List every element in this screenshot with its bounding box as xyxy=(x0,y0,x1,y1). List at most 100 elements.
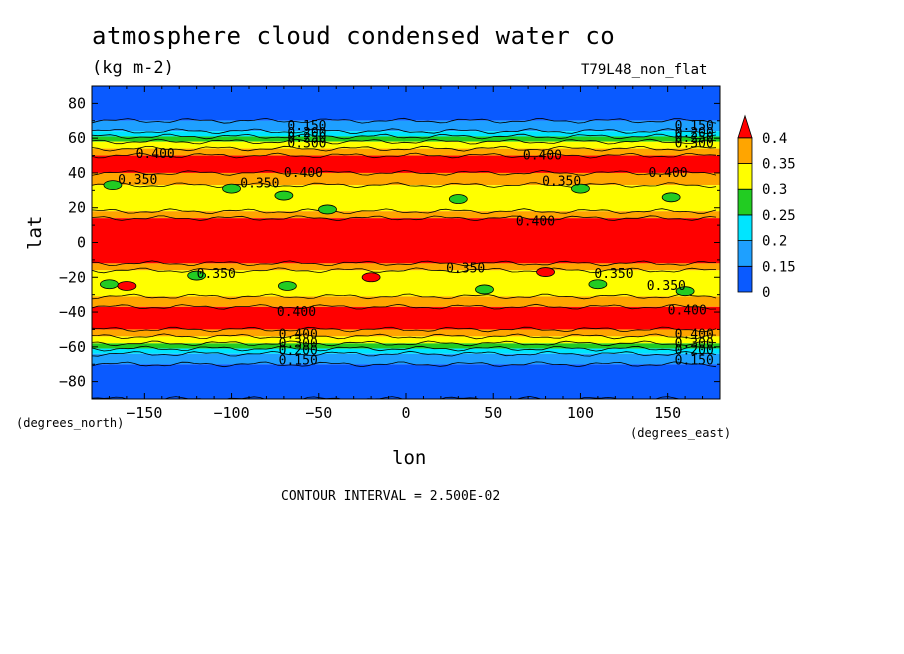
colorbar: 0 0.15 0.2 0.25 0.3 0.35 0.4 xyxy=(737,114,796,301)
contour-label-18: 0.350 xyxy=(594,267,633,282)
contour-blob-15 xyxy=(536,267,555,277)
contour-line-15 xyxy=(92,333,717,340)
colorbar-swatch-3 xyxy=(737,188,753,216)
contour-label-2: 0.250 xyxy=(287,131,326,146)
lat-band-3 xyxy=(92,136,720,142)
contour-line-6 xyxy=(92,170,717,176)
x-units-label: (degrees_east) xyxy=(630,426,732,440)
lat-band-4 xyxy=(92,141,720,149)
contour-blob-7 xyxy=(100,279,119,290)
lat-band-14 xyxy=(92,306,720,330)
x-tick-label-150: 150 xyxy=(654,404,681,422)
filled-contours xyxy=(92,86,720,399)
contour-label-5: 0.150 xyxy=(675,119,714,134)
contour-blob-0 xyxy=(103,180,123,191)
x-tick-label-0: 0 xyxy=(401,404,410,422)
contour-label-7: 0.250 xyxy=(675,131,714,146)
colorbar-label-2: 0.2 xyxy=(762,234,787,250)
contour-label-4: 0.400 xyxy=(136,147,175,162)
y-tick-label-40: 40 xyxy=(68,164,86,182)
colorbar-swatch-2 xyxy=(737,214,753,241)
y-tick-label-80: 80 xyxy=(68,94,86,112)
contour-blob-1 xyxy=(222,183,241,194)
contour-label-0: 0.150 xyxy=(287,119,326,134)
contour-label-25: 0.150 xyxy=(279,354,318,369)
contour-label-13: 0.400 xyxy=(648,166,687,181)
x-tick-label--150: −150 xyxy=(126,404,162,422)
contour-blob-2 xyxy=(274,190,294,201)
colorbar-label-6: 0.4 xyxy=(762,131,787,147)
lat-band-10 xyxy=(92,218,720,264)
colorbar-swatch-4 xyxy=(737,163,753,190)
contour-blob-13 xyxy=(117,281,137,291)
contour-line-10 xyxy=(92,260,716,267)
contour-labels: 0.1500.2000.2500.3000.4000.1500.2000.250… xyxy=(118,119,714,369)
contour-label-27: 0.300 xyxy=(675,336,714,351)
contour-label-22: 0.400 xyxy=(279,328,318,343)
contour-label-3: 0.300 xyxy=(287,136,326,151)
contour-label-10: 0.400 xyxy=(284,166,323,181)
lat-band-11 xyxy=(92,263,720,271)
lat-band-16 xyxy=(92,336,720,344)
lat-band-6 xyxy=(92,155,720,173)
contour-label-28: 0.200 xyxy=(675,343,714,358)
contour-line-4 xyxy=(92,145,717,152)
lat-band-18 xyxy=(92,348,720,354)
contour-line-0 xyxy=(92,117,717,124)
contour-line-13 xyxy=(92,303,717,310)
x-axis-label: lon xyxy=(392,447,427,469)
colorbar-label-3: 0.25 xyxy=(762,208,796,224)
colorbar-swatch-1 xyxy=(737,240,753,267)
contour-line-2 xyxy=(92,133,717,140)
contour-blob-8 xyxy=(187,270,207,281)
contour-label-24: 0.200 xyxy=(279,343,318,358)
x-tick-label-100: 100 xyxy=(567,404,594,422)
y-tick-label-20: 20 xyxy=(68,199,86,217)
chart-units: (kg m-2) xyxy=(92,58,174,78)
contour-interval: CONTOUR INTERVAL = 2.500E-02 xyxy=(281,489,501,504)
colorbar-label-1: 0.15 xyxy=(762,259,796,275)
y-tick-label--60: −60 xyxy=(59,338,86,356)
lat-band-9 xyxy=(92,211,720,219)
y-tick-label-0: 0 xyxy=(77,234,86,252)
contour-line-5 xyxy=(92,152,717,159)
contour-label-14: 0.350 xyxy=(542,175,581,190)
y-tick-label--20: −20 xyxy=(59,268,86,286)
contour-line-8 xyxy=(92,208,717,214)
lat-band-7 xyxy=(92,172,720,186)
y-tick-label--40: −40 xyxy=(59,303,86,321)
x-tick-label--50: −50 xyxy=(305,404,332,422)
contour-line-7 xyxy=(92,182,717,189)
colorbar-label-5: 0.35 xyxy=(762,157,796,173)
contour-line-14 xyxy=(92,326,717,333)
lat-band-8 xyxy=(92,185,720,212)
contour-line-11 xyxy=(92,267,717,274)
colorbar-label-0: 0 xyxy=(762,285,770,301)
contour-label-9: 0.400 xyxy=(523,149,562,164)
lat-band-15 xyxy=(92,329,720,337)
contour-blob-3 xyxy=(318,204,337,215)
contour-line-16 xyxy=(92,340,717,347)
contour-blob-12 xyxy=(675,286,695,297)
contour-label-16: 0.350 xyxy=(446,262,485,277)
contour-line-9 xyxy=(92,215,717,222)
colorbar-swatch-5 xyxy=(737,137,753,164)
contour-label-8: 0.300 xyxy=(675,136,714,151)
y-tick-label--80: −80 xyxy=(59,373,86,391)
contour-label-23: 0.300 xyxy=(279,336,318,351)
lat-band-2 xyxy=(92,131,720,137)
contour-blob-6 xyxy=(661,192,681,203)
y-units-label: (degrees_north) xyxy=(16,416,125,430)
contour-label-6: 0.200 xyxy=(675,126,714,141)
contour-line-17 xyxy=(92,345,717,352)
contour-label-26: 0.400 xyxy=(675,328,714,343)
colorbar-extend-arrow xyxy=(737,114,753,139)
lat-band-17 xyxy=(92,343,720,349)
contour-label-15: 0.400 xyxy=(516,215,555,230)
colorbar-swatch-0 xyxy=(737,265,753,293)
experiment-label: T79L48_non_flat xyxy=(581,62,708,78)
contour-label-29: 0.150 xyxy=(675,354,714,369)
contour-blob-11 xyxy=(588,279,608,290)
contour-line-3 xyxy=(92,138,717,145)
